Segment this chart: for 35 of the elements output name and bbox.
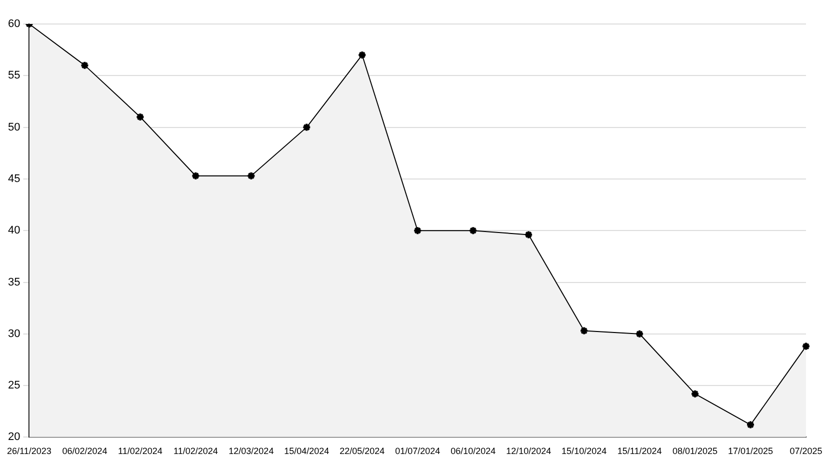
point: [302, 122, 312, 132]
x-tick-label: 26/11/2023: [7, 446, 52, 456]
point: [524, 230, 534, 240]
x-tick-label: 15/04/2024: [284, 446, 330, 456]
point: [635, 329, 644, 338]
point: [468, 226, 478, 236]
x-tick-label: 11/02/2024: [173, 446, 218, 456]
y-tick-label: 50: [8, 121, 20, 134]
y-tick-label: 55: [8, 70, 20, 82]
x-tick-label: 22/05/2024: [340, 446, 385, 456]
point: [746, 420, 756, 430]
y-tick-label: 20: [8, 431, 20, 444]
x-tick-label: 07/2025: [790, 446, 822, 456]
point: [413, 226, 422, 236]
x-tick-label: 15/10/2024: [562, 446, 607, 456]
y-tick-label: 30: [8, 328, 20, 340]
point: [191, 171, 200, 180]
y-tick-label: 60: [8, 18, 20, 30]
x-tick-label: 11/02/2024: [118, 446, 162, 456]
y-tick-label: 25: [8, 380, 20, 392]
point: [80, 60, 90, 70]
x-tick-label: 12/10/2024: [506, 446, 552, 456]
point: [690, 389, 700, 398]
y-tick-label: 45: [8, 172, 20, 185]
x-tick-label: 01/07/2024: [395, 446, 440, 456]
x-tick-label: 06/10/2024: [450, 446, 496, 456]
x-tick-label: 06/02/2024: [62, 446, 108, 456]
point: [246, 171, 256, 180]
x-tick-label: 17/01/2025: [728, 446, 774, 456]
x-tick-label: 08/01/2025: [672, 446, 718, 456]
x-tick-label: 12/03/2024: [228, 446, 274, 456]
y-tick-label: 40: [8, 224, 20, 237]
y-tick-label: 35: [8, 276, 20, 288]
point: [580, 326, 589, 336]
x-tick-label: 15/11/2024: [617, 446, 662, 456]
